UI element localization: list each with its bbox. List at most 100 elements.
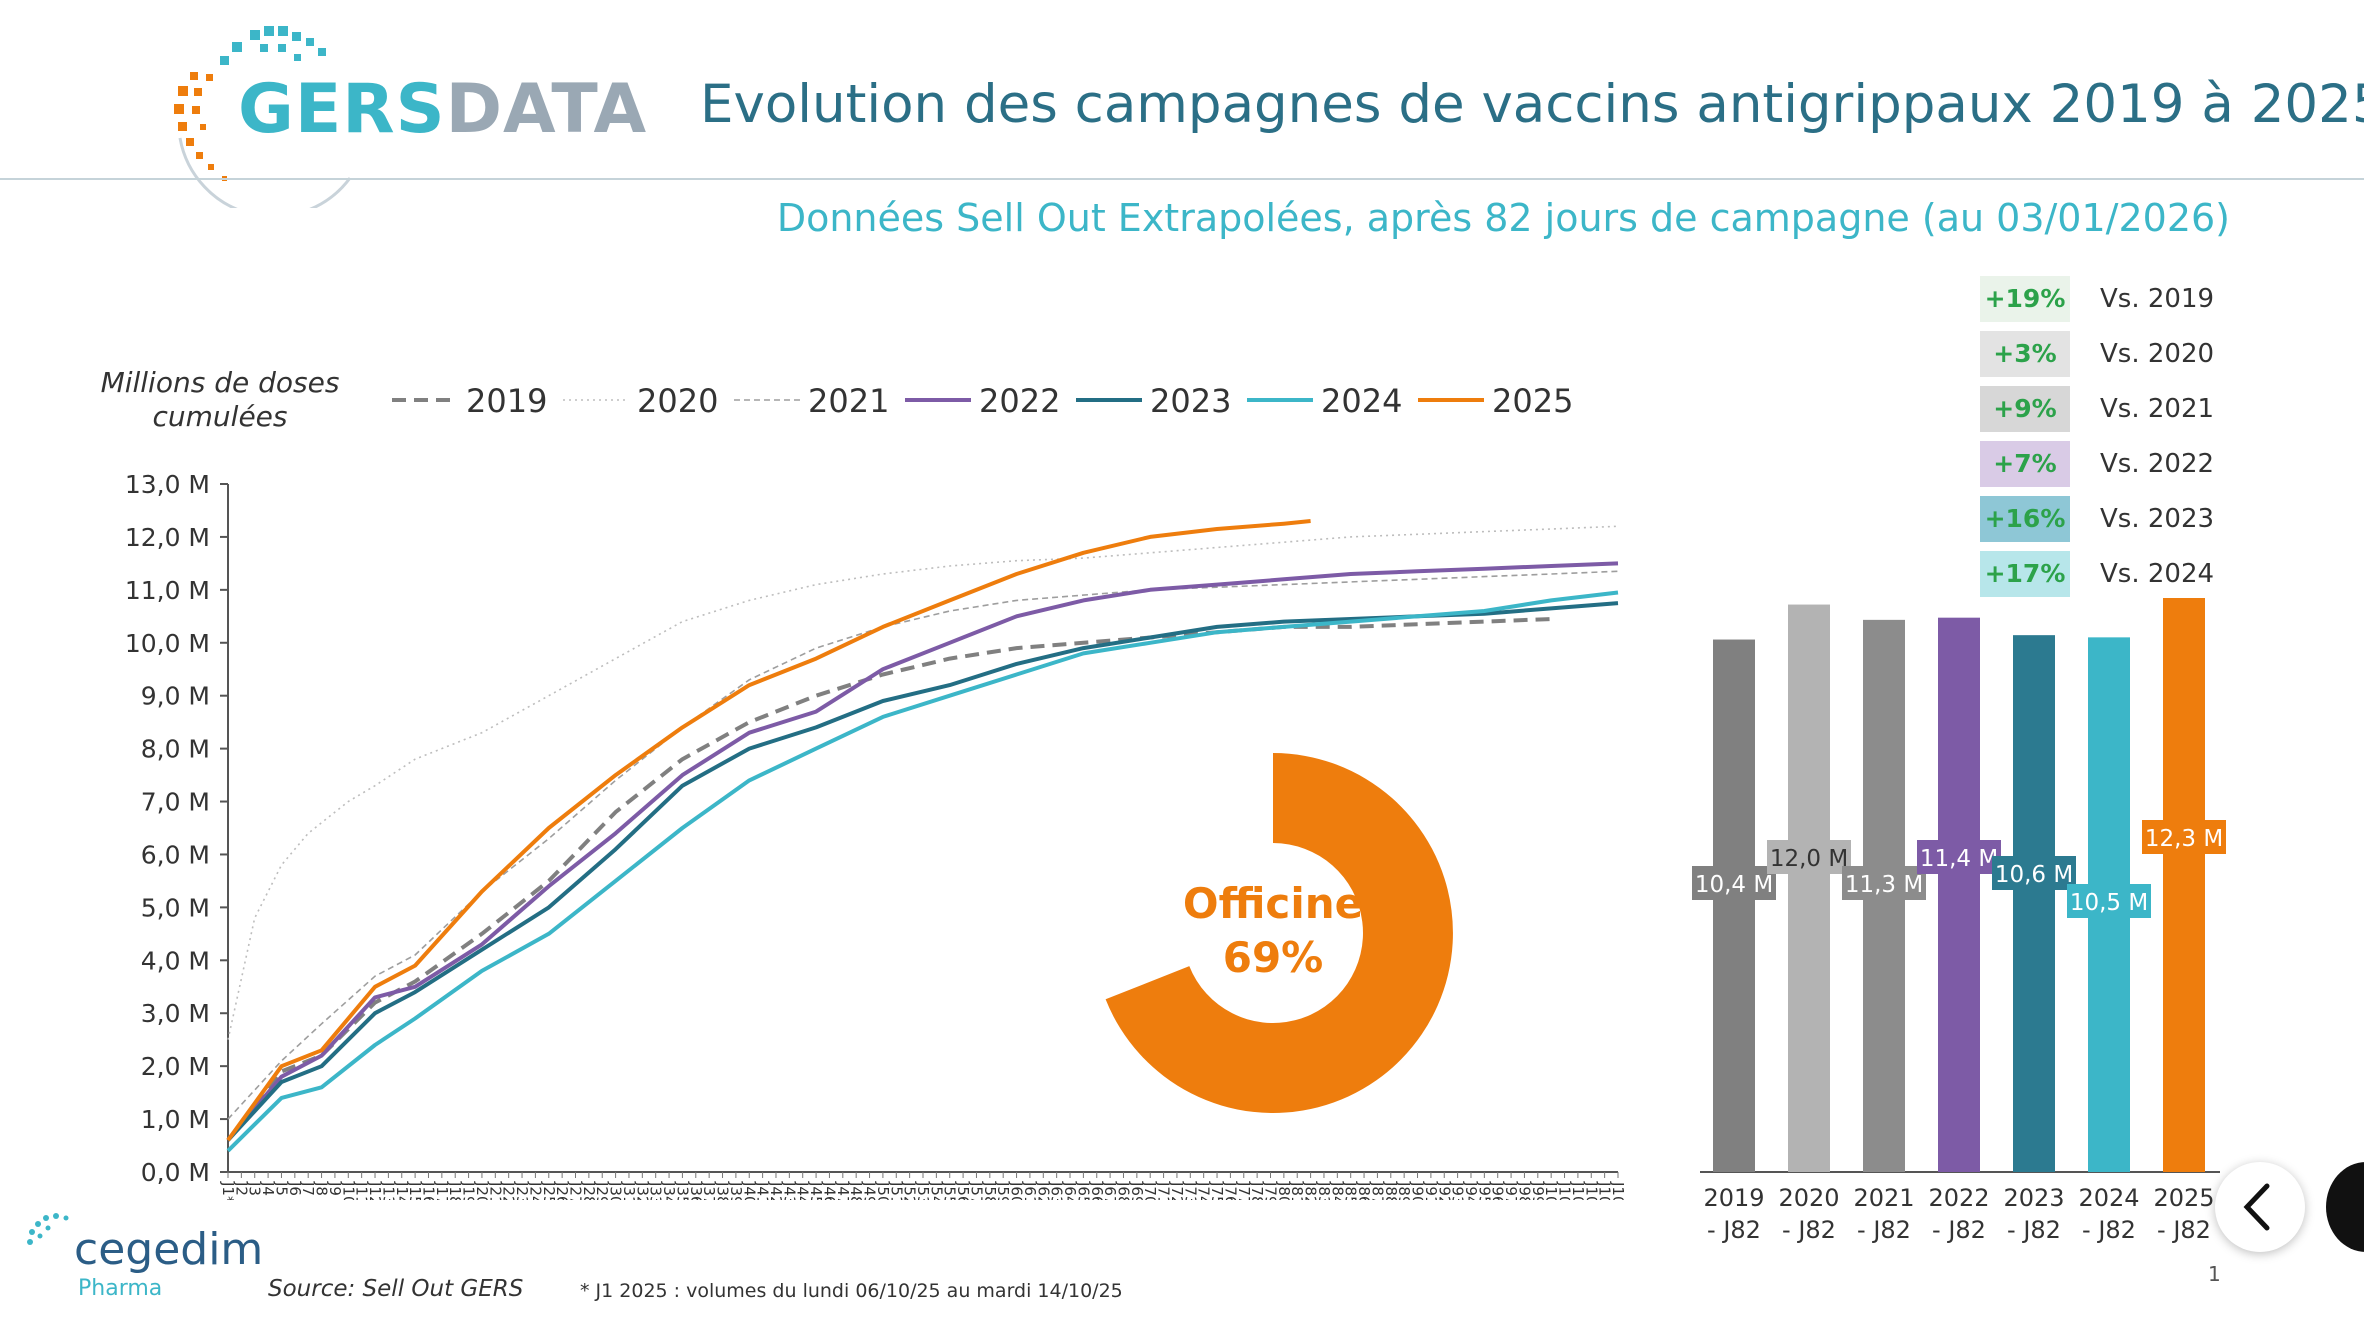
y-tick-label: 11,0 M (125, 576, 210, 605)
pharma-text: Pharma (78, 1276, 163, 1301)
legend-swatch (1076, 398, 1142, 402)
y-tick-label: 1,0 M (141, 1105, 210, 1134)
bar-2020 (1788, 604, 1830, 1172)
legend-label: 2021 (808, 382, 890, 420)
x-tick-label: J59 (994, 1181, 1012, 1200)
x-tick-label: J86 (1355, 1181, 1373, 1200)
x-tick-label: J76 (1221, 1181, 1239, 1200)
x-tick-label: J1* (219, 1181, 237, 1200)
x-tick-label: J100 (1542, 1181, 1560, 1200)
x-tick-label: J53 (914, 1181, 932, 1200)
bar-2019 (1713, 639, 1755, 1172)
bar-category-year: 2024 (2078, 1184, 2139, 1212)
nav-dot[interactable] (2326, 1162, 2364, 1252)
officine-donut: Officine 69% (1105, 753, 1453, 1113)
x-tick-label: J93 (1449, 1181, 1467, 1200)
cegedim-logo-icon (27, 1213, 69, 1245)
series-line-2024 (226, 590, 1619, 1153)
x-tick-label: J64 (1061, 1181, 1079, 1200)
x-tick-label: J97 (1502, 1181, 1520, 1200)
y-tick-label: 7,0 M (141, 788, 210, 817)
bar-category-year: 2020 (1778, 1184, 1839, 1212)
comparison-badge: +17% (1980, 551, 2070, 597)
bar-category-day: - J82 (2082, 1216, 2136, 1244)
x-tick-label: J56 (954, 1181, 972, 1200)
x-tick-label: J42 (767, 1181, 785, 1200)
comparison-label: Vs. 2022 (2100, 449, 2215, 479)
x-tick-label: J77 (1235, 1181, 1253, 1200)
bar-value-bg (1842, 866, 1926, 900)
legend-item-2025: 2025 (1416, 380, 1573, 420)
donut-arc (1105, 753, 1453, 1113)
bar-value-bg (2067, 884, 2151, 918)
bar-2023 (2013, 635, 2055, 1172)
x-tick-label: J26 (553, 1181, 571, 1200)
series-line-2021 (227, 570, 1619, 1120)
legend-item-2021: 2021 (732, 380, 889, 420)
comparison-label: Vs. 2021 (2100, 394, 2215, 424)
x-tick-label: J58 (981, 1181, 999, 1200)
x-tick-label: J92 (1435, 1181, 1453, 1200)
x-tick-label: J15 (406, 1181, 424, 1200)
bar-value-bg (1692, 866, 1776, 900)
footnote: * J1 2025 : volumes du lundi 06/10/25 au… (580, 1280, 1123, 1302)
x-tick-label: J8 (313, 1181, 331, 1196)
bar-category-year: 2021 (1853, 1184, 1914, 1212)
back-button[interactable] (2215, 1162, 2305, 1252)
bar-value-bg (1992, 856, 2076, 890)
bar-category-year: 2022 (1928, 1184, 1989, 1212)
x-tick-label: J20 (473, 1181, 491, 1200)
source-note: Source: Sell Out GERS (268, 1276, 524, 1302)
bar-value-label: 10,5 M (2070, 890, 2148, 916)
bar-value-label: 11,3 M (1845, 872, 1923, 898)
x-tick-label: J52 (901, 1181, 919, 1200)
x-tick-label: J80 (1275, 1181, 1293, 1200)
x-tick-label: J98 (1515, 1181, 1533, 1200)
x-tick-label: J102 (1569, 1181, 1587, 1200)
comparison-badge: +9% (1980, 386, 2070, 432)
comparison-badge: +3% (1980, 331, 2070, 377)
x-tick-label: J32 (633, 1181, 651, 1200)
header-divider (0, 178, 2364, 180)
x-tick-label: J6 (286, 1181, 304, 1196)
x-tick-label: J3 (246, 1181, 264, 1196)
gersdata-brand: GERSDATA (238, 70, 647, 149)
comparison-label: Vs. 2020 (2100, 339, 2215, 369)
x-tick-label: J101 (1556, 1181, 1574, 1200)
series-line-2020 (227, 525, 1619, 1040)
x-tick-label: J105 (1609, 1181, 1627, 1200)
comparison-row: +19% Vs. 2019 (1980, 276, 2240, 322)
brand-data: DATA (445, 70, 648, 149)
bar-value-label: 12,0 M (1770, 846, 1848, 872)
legend-item-2019: 2019 (390, 380, 547, 420)
x-tick-label: J78 (1248, 1181, 1266, 1200)
page-subtitle: Données Sell Out Extrapolées, après 82 j… (776, 196, 2230, 240)
x-tick-label: J17 (433, 1181, 451, 1200)
y-tick-label: 13,0 M (125, 470, 210, 499)
x-tick-label: J95 (1475, 1181, 1493, 1200)
bar-category-day: - J82 (1782, 1216, 1836, 1244)
comparison-label: Vs. 2023 (2100, 504, 2215, 534)
x-tick-label: J38 (714, 1181, 732, 1200)
legend-swatch (905, 398, 971, 402)
bar-value-bg (2142, 820, 2226, 854)
x-tick-label: J55 (941, 1181, 959, 1200)
x-tick-label: J40 (740, 1181, 758, 1200)
x-tick-label: J5 (272, 1181, 290, 1196)
x-tick-label: J27 (567, 1181, 585, 1200)
x-tick-label: J90 (1409, 1181, 1427, 1200)
x-tick-label: J79 (1262, 1181, 1280, 1200)
y-tick-label: 10,0 M (125, 629, 210, 658)
x-tick-label: J65 (1074, 1181, 1092, 1200)
x-tick-label: J94 (1462, 1181, 1480, 1200)
legend-item-2020: 2020 (561, 380, 718, 420)
comparison-row: +17% Vs. 2024 (1980, 551, 2240, 597)
x-tick-label: J49 (861, 1181, 879, 1200)
x-tick-label: J70 (1141, 1181, 1159, 1200)
series-line-2022 (226, 561, 1619, 1142)
bar-category-day: - J82 (1932, 1216, 1986, 1244)
x-tick-label: J61 (1021, 1181, 1039, 1200)
y-tick-label: 3,0 M (141, 999, 210, 1028)
comparison-badge: +16% (1980, 496, 2070, 542)
x-tick-label: J43 (780, 1181, 798, 1200)
